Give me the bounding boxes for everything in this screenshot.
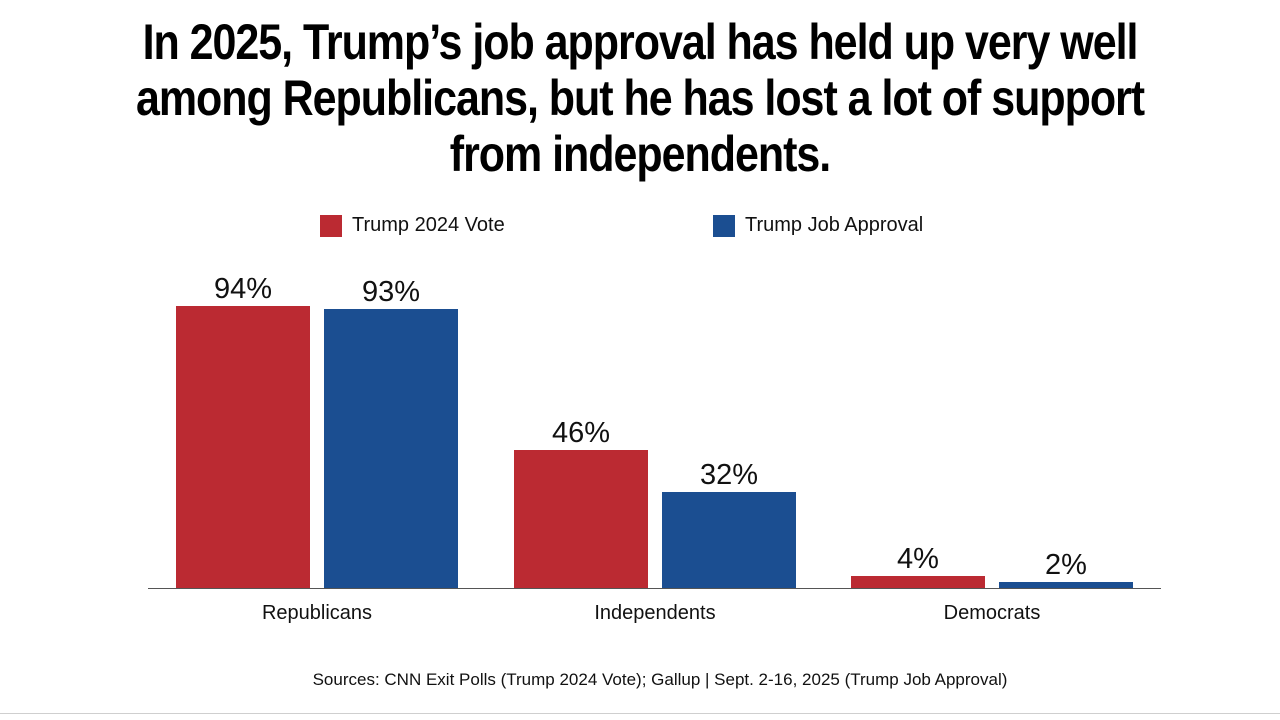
legend-item-approval: Trump Job Approval [713,214,923,237]
legend-swatch-vote [320,214,342,237]
bar-independents-vote [514,450,648,588]
data-label-republicans-vote: 94% [214,273,272,305]
category-label-independents: Independents [594,602,715,624]
bar-democrats-vote [851,576,985,588]
bar-independents-approval [662,492,796,588]
bar-democrats-approval [999,582,1133,588]
category-label-republicans: Republicans [262,602,372,624]
data-label-independents-approval: 32% [700,459,758,491]
title-line-1: In 2025, Trump’s job approval has held u… [142,14,1139,70]
data-label-republicans-approval: 93% [362,276,420,308]
legend-label-vote: Trump 2024 Vote [352,214,505,236]
data-label-democrats-approval: 2% [1045,549,1087,581]
bar-republicans-approval [324,309,458,588]
data-label-independents-vote: 46% [552,417,610,449]
title-line-3: from independents. [449,126,831,182]
bar-republicans-vote [176,306,310,588]
legend-swatch-approval [713,214,735,237]
legend-label-approval: Trump Job Approval [745,214,924,236]
legend-item-vote: Trump 2024 Vote [320,214,505,237]
data-label-democrats-vote: 4% [897,543,939,575]
bottom-divider [0,713,1280,714]
category-label-democrats: Democrats [944,602,1041,624]
source-note: Sources: CNN Exit Polls (Trump 2024 Vote… [312,670,1008,689]
title-line-2: among Republicans, but he has lost a lot… [135,70,1145,126]
legend: Trump 2024 Vote Trump Job Approval [0,214,1280,244]
chart-title: In 2025, Trump’s job approval has held u… [124,14,1156,182]
